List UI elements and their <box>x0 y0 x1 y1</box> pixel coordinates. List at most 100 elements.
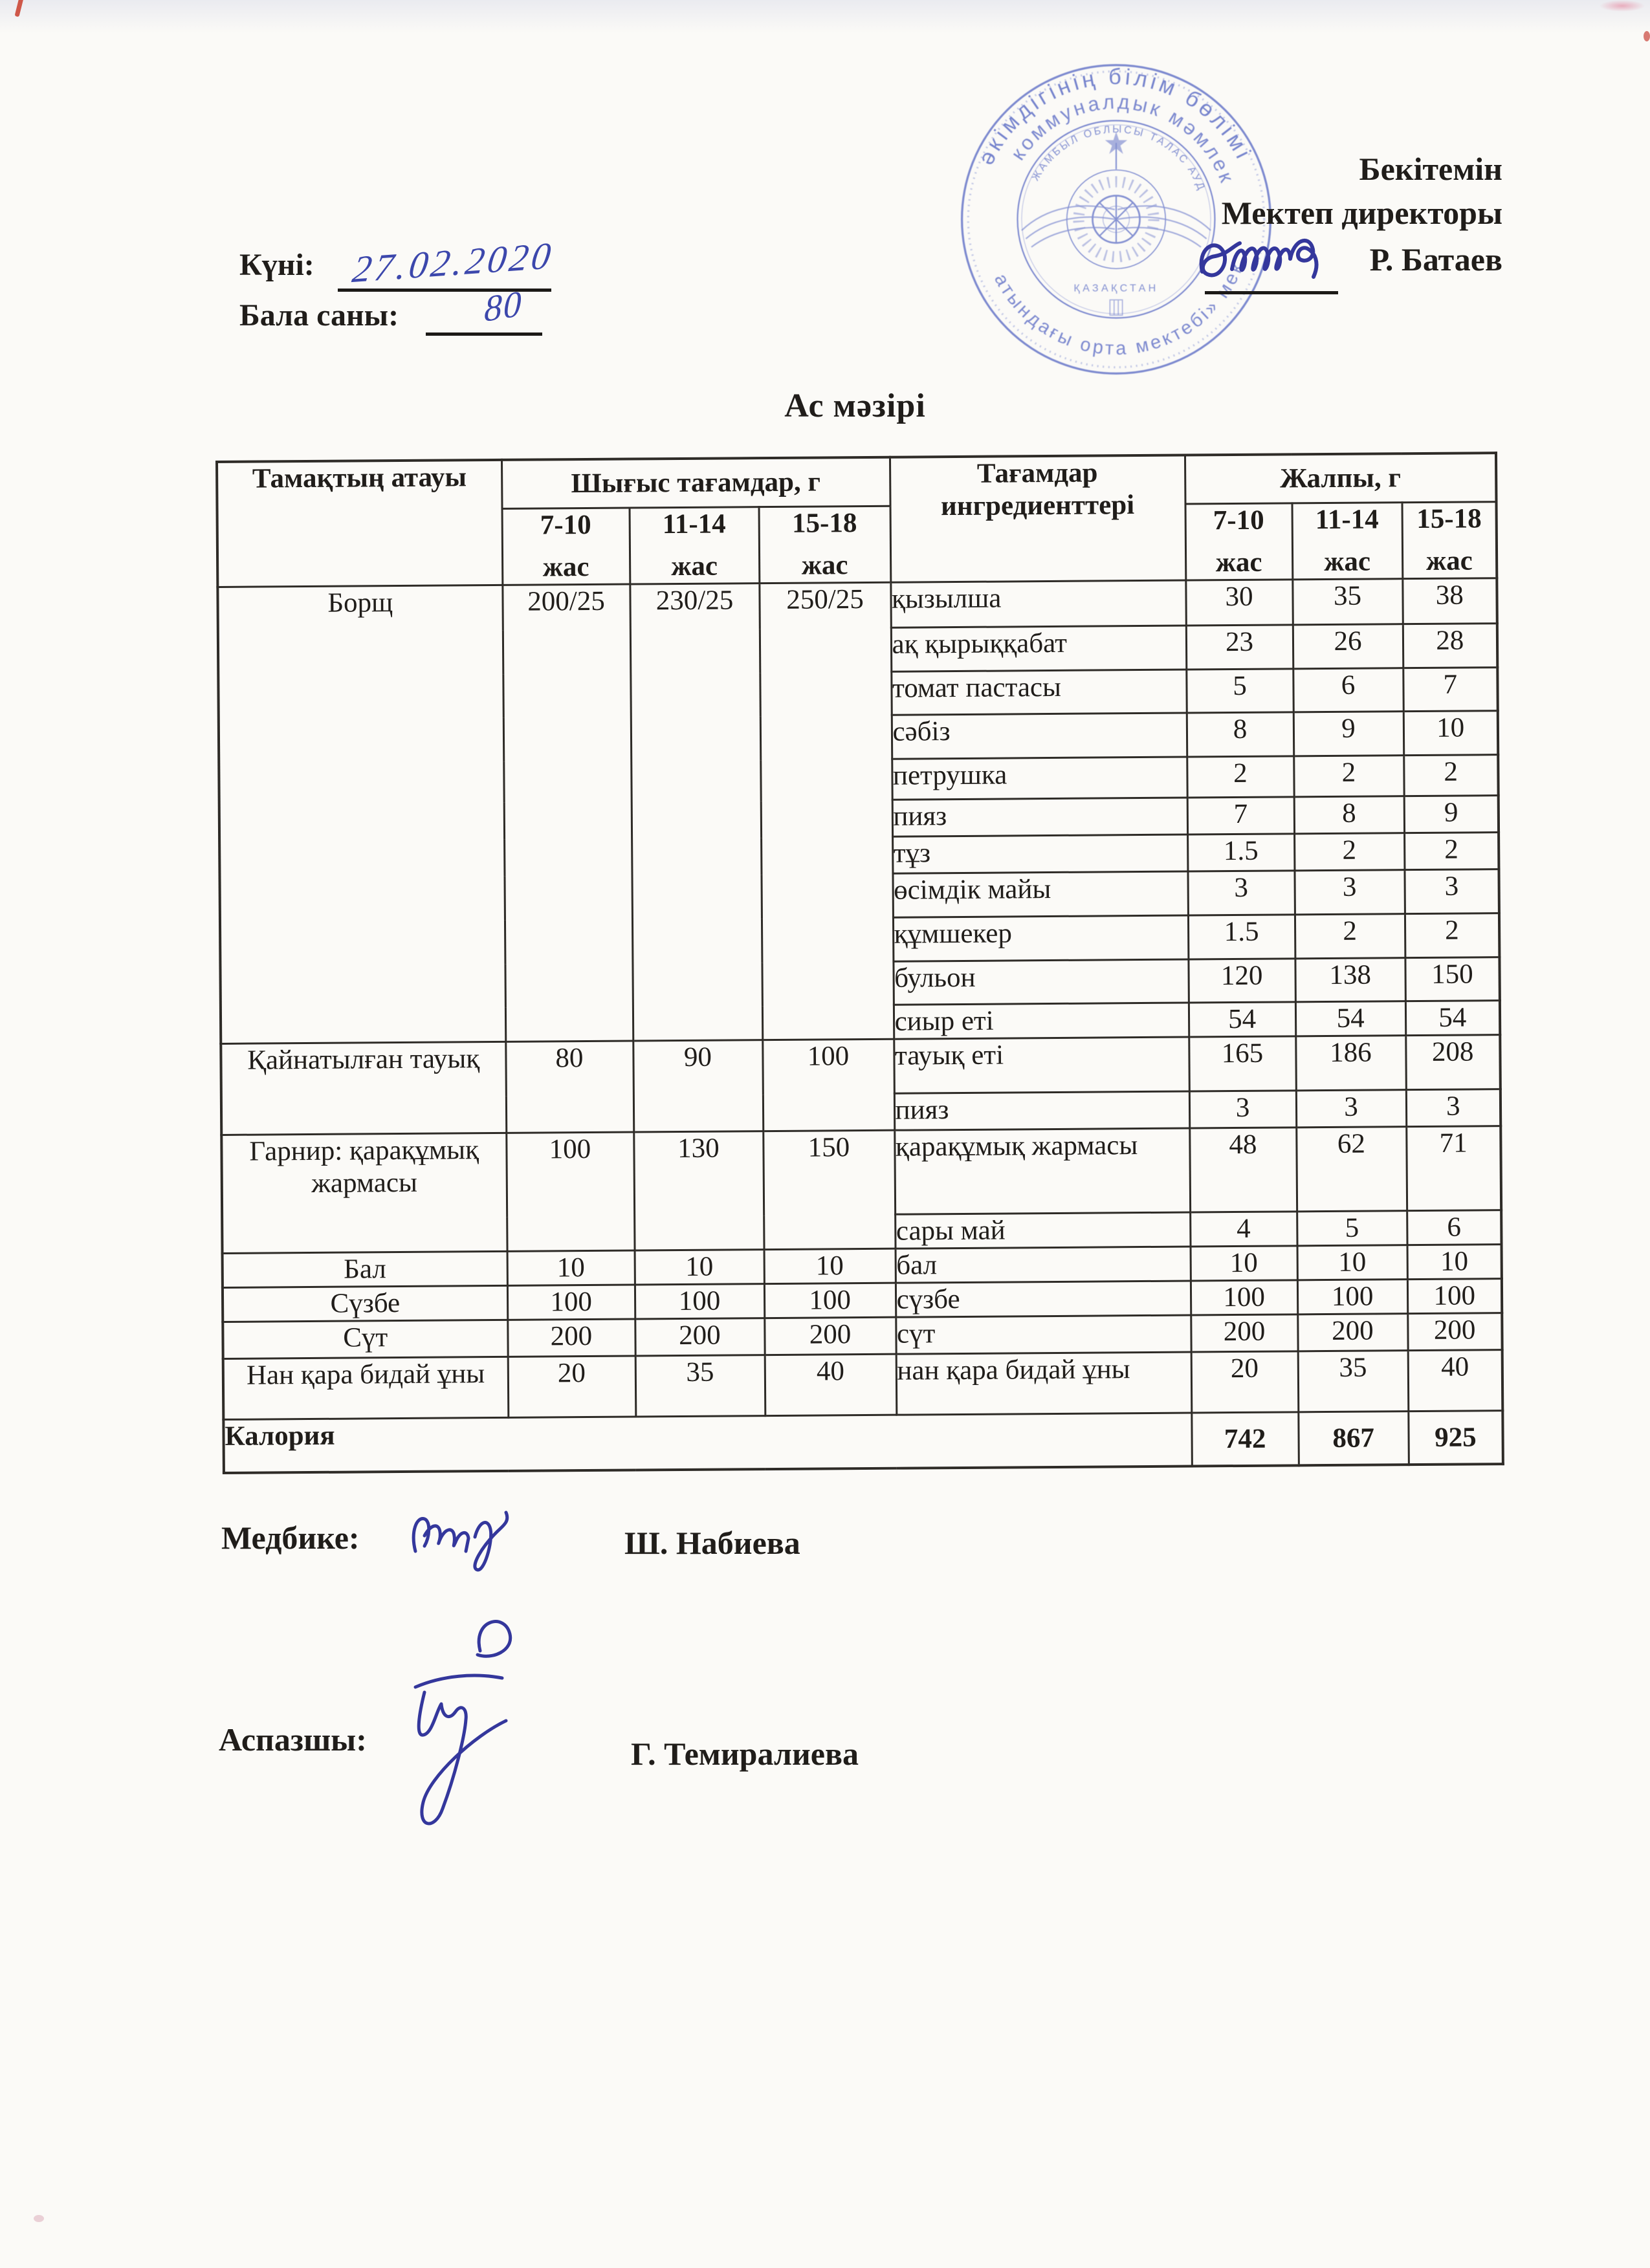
value-cell: 28 <box>1402 623 1498 668</box>
value-cell: 2 <box>1187 756 1294 798</box>
dish-cell: Гарнир: қарақұмық жармасы <box>221 1133 507 1254</box>
value-cell: 2 <box>1404 913 1500 958</box>
value-cell: 3 <box>1405 1089 1501 1127</box>
value-cell: 150 <box>1405 957 1500 1001</box>
children-count-underline <box>426 333 542 336</box>
ingredient-cell: қызылша <box>890 580 1186 628</box>
value-cell: 30 <box>1185 580 1293 626</box>
value-cell: 2 <box>1403 754 1499 796</box>
value-cell: 5 <box>1186 669 1293 714</box>
ingredient-cell: құмшекер <box>892 915 1189 962</box>
portion-cell: 100 <box>762 1039 895 1131</box>
value-cell: 100 <box>1190 1280 1298 1315</box>
column-header-age-group: 11-14 жас <box>629 507 760 585</box>
date-underline <box>338 289 551 292</box>
age-suffix: жас <box>1215 547 1262 578</box>
value-cell: 2 <box>1404 832 1499 870</box>
nurse-label: Медбике: <box>221 1520 360 1556</box>
age-suffix: жас <box>671 551 718 582</box>
portion-cell: 35 <box>635 1355 765 1417</box>
value-cell: 35 <box>1297 1350 1409 1412</box>
cook-label: Аспазшы: <box>219 1721 367 1758</box>
value-cell: 71 <box>1406 1126 1502 1211</box>
age-range: 7-10 <box>540 509 591 540</box>
table-row: Гарнир: қарақұмық жармасы 100 130 150 қарақұ… <box>221 1126 1502 1254</box>
age-suffix: жас <box>801 550 848 582</box>
ingredient-cell: сиыр еті <box>893 1003 1189 1040</box>
value-cell: 40 <box>1407 1349 1503 1412</box>
stamp-emblem-text: ҚАЗАҚСТАН <box>1073 283 1158 294</box>
ingredient-cell: өсімдік майы <box>892 871 1188 918</box>
school-round-stamp: әкімдігінің білім бөлімі «Барбол коммуна… <box>956 60 1272 375</box>
page-title: Ас мәзірі <box>784 387 926 424</box>
column-header-total: Жалпы, г <box>1185 453 1497 504</box>
value-cell: 4 <box>1190 1211 1297 1247</box>
column-header-age-group: 7-10 жас <box>1185 503 1293 581</box>
nurse-name: Ш. Набиева <box>624 1525 800 1561</box>
portion-cell: 40 <box>764 1353 897 1416</box>
director-name: Р. Батаев <box>1369 241 1502 278</box>
dish-cell: Борщ <box>217 585 506 1044</box>
scan-pink-dot-bottom-left <box>34 2215 44 2222</box>
dish-cell: Нан қара бидай ұны <box>223 1357 509 1420</box>
value-cell: 200 <box>1297 1313 1408 1351</box>
portion-cell: 100 <box>507 1284 635 1320</box>
column-header-output: Шығыс тағамдар, г <box>501 457 890 508</box>
age-range: 7-10 <box>1213 505 1264 536</box>
approval-word: Бекітемін <box>1359 151 1502 187</box>
value-cell: 1.5 <box>1187 834 1295 872</box>
value-cell: 100 <box>1297 1279 1408 1314</box>
children-count-value: 80 <box>483 283 523 331</box>
kazakhstan-emblem-icon: ҚАЗАҚСТАН <box>1021 131 1211 316</box>
value-cell: 200 <box>1191 1314 1298 1352</box>
director-signature <box>1199 239 1319 279</box>
value-cell: 23 <box>1185 625 1293 670</box>
column-header-age-group: 15-18 жас <box>758 505 891 583</box>
value-cell: 5 <box>1297 1210 1407 1246</box>
director-signature-underline <box>1205 291 1338 294</box>
value-cell: 7 <box>1187 797 1295 835</box>
ingredient-cell: пияз <box>894 1091 1190 1131</box>
value-cell: 3 <box>1295 1089 1407 1128</box>
ingredient-cell: сәбіз <box>891 713 1187 759</box>
portion-cell: 80 <box>505 1041 634 1133</box>
value-cell: 7 <box>1403 667 1498 712</box>
value-cell: 100 <box>1407 1278 1502 1314</box>
portion-cell: 20 <box>507 1355 636 1418</box>
value-cell: 35 <box>1292 578 1403 626</box>
value-cell: 2 <box>1294 913 1405 959</box>
value-cell: 8 <box>1186 712 1294 758</box>
portion-cell: 130 <box>633 1131 764 1251</box>
portion-cell: 100 <box>764 1283 896 1318</box>
scan-artifact-band <box>0 0 1650 34</box>
portion-cell: 200/25 <box>502 584 633 1042</box>
portion-cell: 100 <box>506 1132 635 1252</box>
value-cell: 3 <box>1404 869 1499 914</box>
value-cell: 54 <box>1188 1002 1296 1038</box>
ingredient-cell: сүзбе <box>895 1280 1191 1317</box>
dish-cell: Бал <box>222 1251 507 1288</box>
value-cell: 20 <box>1191 1351 1299 1413</box>
ingredient-cell: томат пастасы <box>891 670 1187 715</box>
cook-name: Г. Темиралиева <box>631 1736 859 1772</box>
approval-role: Мектеп директоры <box>1221 195 1502 231</box>
value-cell: 10 <box>1190 1245 1297 1281</box>
value-cell: 8 <box>1293 796 1405 834</box>
age-range: 15-18 <box>1416 503 1482 534</box>
value-cell: 138 <box>1295 957 1405 1003</box>
value-cell: 26 <box>1292 624 1403 670</box>
ingredient-cell: қарақұмық жармасы <box>894 1128 1191 1215</box>
ingredient-cell: сүт <box>896 1314 1191 1354</box>
value-cell: 10 <box>1403 710 1499 756</box>
column-header-age-group: 7-10 жас <box>501 507 630 585</box>
portion-cell: 10 <box>634 1249 764 1285</box>
ingredient-cell: бал <box>895 1247 1191 1283</box>
value-cell: 186 <box>1295 1035 1406 1091</box>
portion-cell: 90 <box>633 1040 764 1133</box>
portion-cell: 150 <box>763 1130 896 1250</box>
value-cell: 10 <box>1407 1244 1502 1280</box>
dish-cell: Сүт <box>223 1320 508 1359</box>
value-cell: 200 <box>1407 1313 1502 1351</box>
age-range: 11-14 <box>1315 503 1379 535</box>
portion-cell: 230/25 <box>630 583 763 1041</box>
